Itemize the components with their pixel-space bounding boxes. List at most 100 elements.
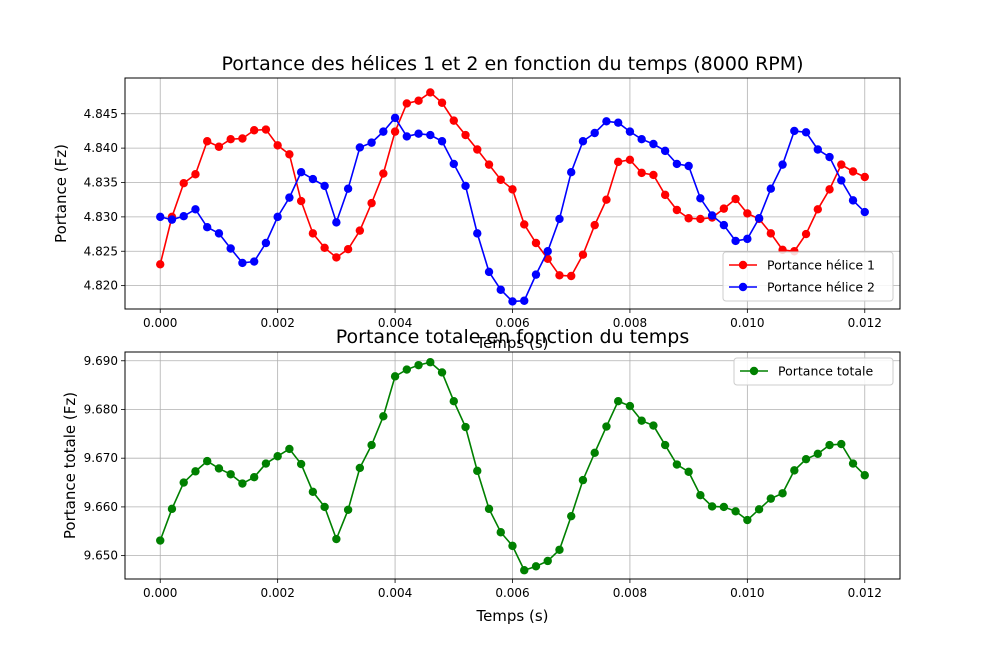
total-data-point — [766, 494, 776, 503]
helices-data-point — [461, 130, 470, 140]
helices-data-point — [238, 134, 247, 143]
helices-data-point — [379, 127, 388, 136]
helices-data-point — [660, 146, 670, 156]
total-data-point — [625, 401, 635, 411]
helices-data-point — [707, 211, 717, 220]
helices-data-point — [731, 194, 740, 204]
total-data-point — [508, 541, 517, 551]
helices-data-point — [496, 285, 505, 294]
helices-data-point — [801, 128, 811, 137]
helices-data-point — [426, 130, 435, 140]
total-data-point — [390, 372, 400, 381]
helices-data-point — [156, 260, 165, 269]
helices-data-point — [649, 139, 658, 149]
total-x-tick-label: 0.010 — [730, 586, 764, 600]
helices-data-point — [484, 160, 494, 169]
helices-x-tick-label: 0.010 — [730, 316, 764, 330]
total-data-point — [531, 562, 541, 571]
chart-helices-legend: Portance hélice 1 Portance hélice 2 — [722, 251, 894, 302]
total-data-point — [426, 358, 435, 367]
helices-x-tick-label: 0.002 — [260, 316, 294, 330]
helices-y-tick-label: 4.835 — [84, 176, 118, 190]
total-x-tick-label: 0.008 — [613, 586, 647, 600]
helices-data-point — [414, 96, 423, 105]
total-data-point — [837, 439, 846, 449]
helices-data-point — [860, 207, 869, 217]
total-y-tick-label: 9.680 — [84, 402, 118, 416]
helices-data-point — [414, 129, 423, 138]
total-data-point — [590, 448, 599, 458]
helices-data-point — [602, 117, 611, 126]
total-data-point — [203, 456, 212, 466]
helices-data-point — [332, 253, 341, 262]
total-data-point — [273, 452, 282, 461]
total-data-point — [437, 368, 447, 377]
total-data-point — [343, 505, 353, 515]
total-y-tick-label: 9.660 — [84, 500, 118, 514]
helices-data-point — [766, 229, 776, 238]
total-data-point — [578, 475, 588, 485]
helices-y-tick-label: 4.840 — [84, 141, 118, 155]
total-data-point — [801, 454, 811, 464]
chart-helices-ylabel: Portance (Fz) — [52, 144, 70, 243]
chart-total-ticks: 0.000 0.002 0.004 0.006 0.008 0.010 0.012 9.650… — [84, 354, 882, 600]
total-data-point — [555, 545, 564, 554]
helices-data-point — [825, 185, 834, 194]
helices-data-point — [343, 244, 353, 254]
helices-data-point — [226, 244, 235, 253]
helices-x-tick-label: 0.000 — [143, 316, 177, 330]
total-data-point — [238, 479, 247, 488]
helices-data-point — [637, 134, 646, 144]
helices-data-point — [754, 214, 764, 223]
total-data-point — [543, 556, 552, 566]
helices-data-point — [578, 250, 588, 259]
helices-data-point — [214, 229, 224, 238]
chart-total: 0.000 0.002 0.004 0.006 0.008 0.010 0.012 9.650… — [61, 326, 901, 625]
helices-data-point — [625, 155, 635, 165]
helices-data-point — [719, 204, 729, 213]
total-data-point — [825, 440, 834, 450]
total-data-point — [296, 459, 306, 469]
helices-data-point — [613, 118, 623, 127]
total-data-point — [285, 444, 294, 454]
helices-data-point — [367, 138, 376, 147]
total-data-point — [637, 416, 646, 425]
helices-data-point — [308, 174, 318, 184]
total-data-point — [860, 471, 869, 480]
total-data-point — [355, 463, 365, 473]
helices-data-point — [696, 214, 705, 224]
helices-data-point — [696, 194, 705, 203]
helices-data-point — [684, 214, 693, 223]
helices-data-point — [390, 127, 400, 136]
helices-data-point — [590, 128, 599, 138]
helices-data-point — [555, 214, 564, 224]
helices-data-point — [848, 167, 858, 176]
helices-data-point — [285, 193, 294, 202]
helices-y-tick-label: 4.845 — [84, 107, 118, 121]
helices-data-point — [567, 167, 576, 177]
helices-data-point — [390, 113, 400, 123]
helices-legend-box — [722, 251, 894, 302]
helices-data-point — [437, 98, 447, 107]
helices-data-point — [179, 211, 188, 221]
helices-data-point — [367, 198, 376, 208]
helices-data-point — [743, 209, 752, 218]
total-data-point — [520, 566, 529, 575]
total-data-point — [332, 534, 341, 544]
helices-data-point — [637, 168, 646, 178]
helices-data-point — [214, 142, 224, 151]
helices-data-point — [531, 270, 541, 279]
helices-data-point — [613, 157, 623, 167]
chart-total-ylabel: Portance totale (Fz) — [61, 392, 79, 539]
helices-data-point — [226, 134, 235, 144]
total-data-point — [754, 505, 764, 514]
total-data-point — [402, 365, 412, 374]
chart-total-series — [156, 358, 869, 575]
helices-data-point — [567, 271, 576, 281]
chart-helices-title: Portance des hélices 1 et 2 en fonction … — [221, 53, 803, 75]
total-data-point — [226, 470, 235, 479]
helices-y-tick-label: 4.825 — [84, 244, 118, 258]
total-x-tick-label: 0.012 — [848, 586, 882, 600]
